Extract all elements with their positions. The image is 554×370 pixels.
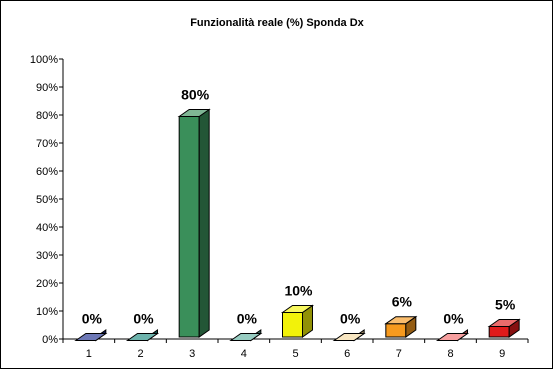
bar <box>435 329 470 342</box>
bar-top-face <box>177 109 211 117</box>
bar-top-face <box>384 316 418 325</box>
bar-top-face <box>74 333 108 341</box>
data-label: 10% <box>284 283 313 299</box>
data-label: 0% <box>237 311 258 327</box>
bar <box>74 329 108 342</box>
bar-top-face <box>332 333 366 341</box>
data-label: 5% <box>495 297 516 313</box>
bar <box>125 329 160 342</box>
bar-top-face <box>435 333 470 341</box>
bar-top-face <box>280 305 315 313</box>
bar-front-face <box>282 312 303 338</box>
bar-top-face <box>125 333 160 341</box>
x-tick-label: 7 <box>396 348 402 360</box>
y-tick-label: 80% <box>36 110 58 122</box>
data-label: 80% <box>181 87 210 103</box>
y-tick-label: 70% <box>36 138 58 150</box>
y-tick-label: 60% <box>36 166 58 178</box>
bar-front-face <box>178 116 200 338</box>
x-tick-label: 1 <box>86 348 92 360</box>
x-tick-label: 4 <box>241 348 247 360</box>
bar-front-face <box>488 326 510 338</box>
x-tick-label: 5 <box>292 348 298 360</box>
data-label: 0% <box>82 311 103 327</box>
y-tick-label: 90% <box>36 82 58 94</box>
bar-side-face <box>198 108 210 338</box>
data-label: 0% <box>133 311 154 327</box>
data-label: 0% <box>340 311 361 327</box>
data-label: 0% <box>443 311 464 327</box>
bar-series <box>74 108 521 342</box>
y-tick-label: 100% <box>30 54 58 66</box>
bar <box>280 304 315 338</box>
bar <box>487 318 521 338</box>
data-label: 6% <box>392 294 413 310</box>
y-tick-label: 40% <box>36 222 58 234</box>
bar-top-face <box>229 333 263 341</box>
y-tick-label: 0% <box>42 334 58 346</box>
bar <box>384 315 418 338</box>
bar <box>229 329 263 342</box>
bar-front-face <box>385 323 407 338</box>
bar <box>177 108 211 338</box>
chart-axes: 0%10%20%30%40%50%60%70%80%90%100%1 2 3 4 5 6 7… <box>30 54 529 360</box>
y-tick-label: 10% <box>36 306 58 318</box>
y-tick-label: 50% <box>36 194 58 206</box>
x-tick-label: 8 <box>447 348 453 360</box>
y-tick-label: 30% <box>36 250 58 262</box>
chart-title: Funzionalità reale (%) Sponda Dx <box>190 17 364 29</box>
x-tick-label: 9 <box>499 348 505 360</box>
x-tick-label: 6 <box>344 348 350 360</box>
x-tick-label: 3 <box>189 348 195 360</box>
y-tick-label: 20% <box>36 278 58 290</box>
x-tick-label: 2 <box>137 348 143 360</box>
data-labels: 0% 0% 80% 0% 10% 0% 6% 0% 5% <box>82 87 516 327</box>
bar-top-face <box>487 319 521 327</box>
bar <box>332 329 366 342</box>
